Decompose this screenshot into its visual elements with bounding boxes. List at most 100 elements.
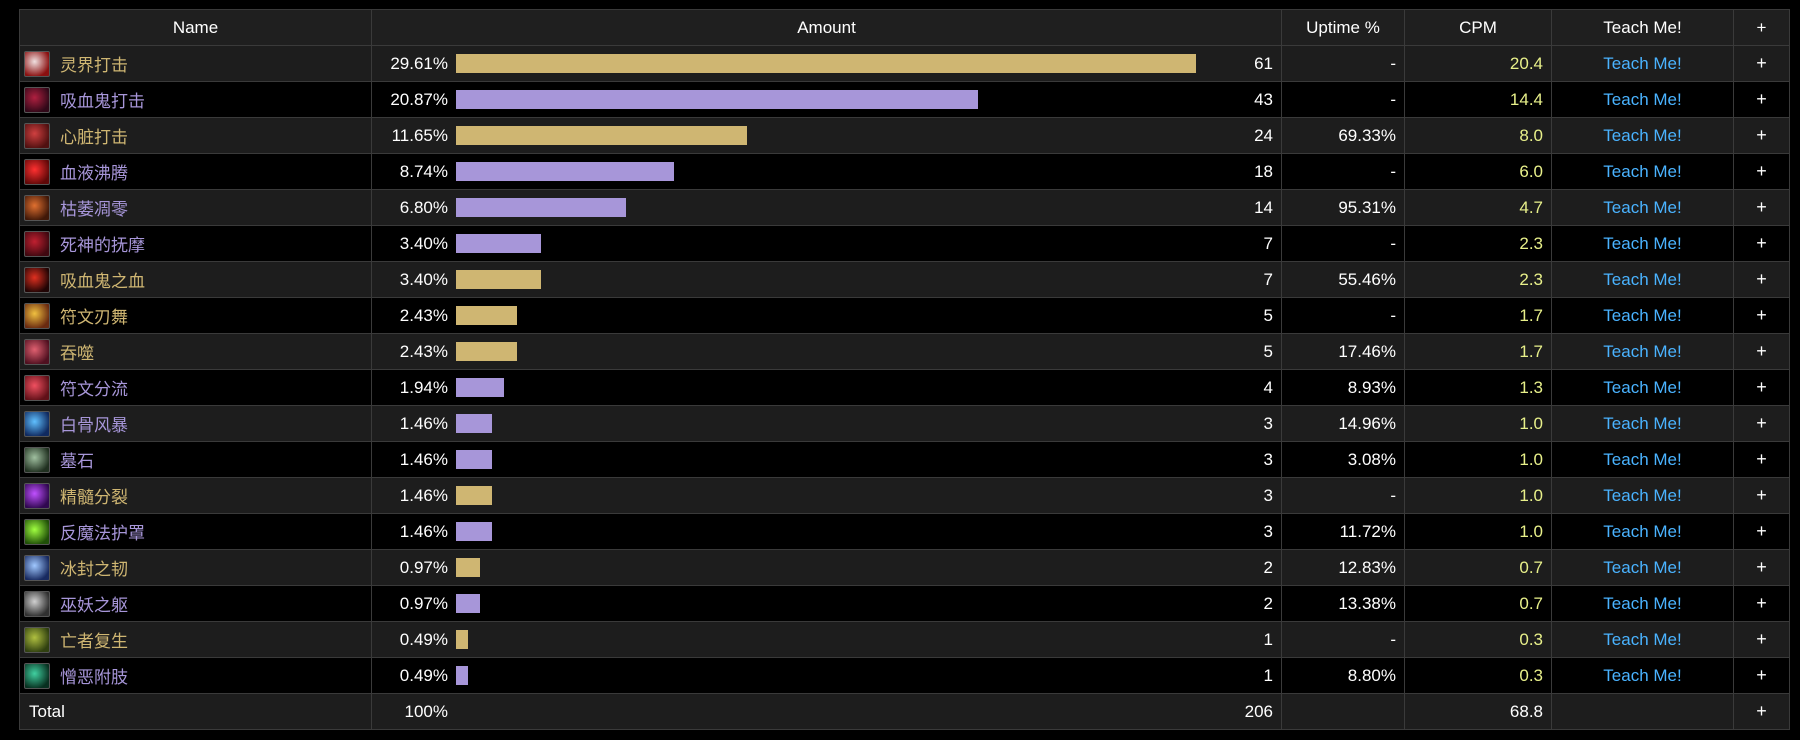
expand-row-button[interactable]: +	[1733, 441, 1790, 478]
header-cpm[interactable]: CPM	[1404, 9, 1552, 46]
header-plus[interactable]: +	[1733, 9, 1790, 46]
teach-me-link[interactable]: Teach Me!	[1551, 585, 1734, 622]
teach-me-link[interactable]: Teach Me!	[1551, 153, 1734, 190]
table-row: 吸血鬼之血 3.40% 7 55.46% 2.3 Teach Me! +	[19, 261, 1790, 298]
ability-name-link[interactable]: 巫妖之躯	[60, 596, 128, 616]
expand-row-button[interactable]: +	[1733, 405, 1790, 442]
ability-name-link[interactable]: 精髓分裂	[60, 488, 128, 508]
ability-name-cell: 墓石	[19, 441, 372, 478]
ability-name-cell: 符文分流	[19, 369, 372, 406]
expand-row-button[interactable]: +	[1733, 333, 1790, 370]
expand-row-button[interactable]: +	[1733, 297, 1790, 334]
ability-name-link[interactable]: 血液沸腾	[60, 164, 128, 184]
ability-name-link[interactable]: 符文分流	[60, 380, 128, 400]
expand-row-button[interactable]: +	[1733, 657, 1790, 694]
expand-row-button[interactable]: +	[1733, 189, 1790, 226]
amount-bar	[456, 162, 674, 181]
ability-name-link[interactable]: 吞噬	[60, 344, 94, 364]
blood-boil-icon	[24, 158, 50, 185]
ability-uptime: -	[1281, 45, 1405, 82]
ability-name-cell: 符文刃舞	[19, 297, 372, 334]
amount-count: 5	[1263, 341, 1273, 361]
total-count: 206	[1244, 701, 1273, 721]
expand-row-button[interactable]: +	[1733, 477, 1790, 514]
ability-cpm: 8.0	[1404, 117, 1552, 154]
teach-me-link[interactable]: Teach Me!	[1551, 549, 1734, 586]
total-expand-button[interactable]: +	[1733, 693, 1790, 730]
header-uptime[interactable]: Uptime %	[1281, 9, 1405, 46]
ability-name-link[interactable]: 符文刃舞	[60, 308, 128, 328]
expand-row-button[interactable]: +	[1733, 225, 1790, 262]
teach-me-link[interactable]: Teach Me!	[1551, 297, 1734, 334]
teach-me-link[interactable]: Teach Me!	[1551, 81, 1734, 118]
ability-name-link[interactable]: 憎恶附肢	[60, 668, 128, 688]
ability-name-link[interactable]: 冰封之韧	[60, 560, 128, 580]
teach-me-link[interactable]: Teach Me!	[1551, 117, 1734, 154]
amount-count: 4	[1263, 377, 1273, 397]
ability-name-link[interactable]: 枯萎凋零	[60, 200, 128, 220]
amount-percent: 1.46%	[399, 449, 448, 469]
amount-bar	[456, 342, 517, 361]
ability-uptime: -	[1281, 225, 1405, 262]
ability-uptime: 14.96%	[1281, 405, 1405, 442]
rune-tap-icon	[24, 374, 50, 401]
expand-row-button[interactable]: +	[1733, 585, 1790, 622]
header-row: Name Amount Uptime % CPM Teach Me! +	[19, 9, 1790, 46]
ability-uptime: 17.46%	[1281, 333, 1405, 370]
ability-cpm: 0.3	[1404, 657, 1552, 694]
table-row: 冰封之韧 0.97% 2 12.83% 0.7 Teach Me! +	[19, 549, 1790, 586]
ability-name-link[interactable]: 吸血鬼之血	[60, 272, 145, 292]
expand-row-button[interactable]: +	[1733, 369, 1790, 406]
teach-me-link[interactable]: Teach Me!	[1551, 261, 1734, 298]
ability-name-link[interactable]: 亡者复生	[60, 632, 128, 652]
abomination-limb-icon	[24, 662, 50, 689]
expand-row-button[interactable]: +	[1733, 549, 1790, 586]
expand-row-button[interactable]: +	[1733, 117, 1790, 154]
total-bar-track	[456, 702, 1196, 721]
bonestorm-icon	[24, 410, 50, 437]
ability-name-link[interactable]: 灵界打击	[60, 56, 128, 76]
ability-name-link[interactable]: 死神的抚摩	[60, 236, 145, 256]
teach-me-link[interactable]: Teach Me!	[1551, 45, 1734, 82]
teach-me-link[interactable]: Teach Me!	[1551, 369, 1734, 406]
amount-bar-track	[456, 558, 1196, 577]
ability-uptime: 95.31%	[1281, 189, 1405, 226]
ability-cpm: 1.7	[1404, 333, 1552, 370]
amount-bar	[456, 198, 626, 217]
teach-me-link[interactable]: Teach Me!	[1551, 513, 1734, 550]
amount-bar-track	[456, 450, 1196, 469]
ability-name-link[interactable]: 心脏打击	[60, 128, 128, 148]
header-amount[interactable]: Amount	[371, 9, 1282, 46]
teach-me-link[interactable]: Teach Me!	[1551, 225, 1734, 262]
amount-count: 1	[1263, 629, 1273, 649]
ability-name-link[interactable]: 反魔法护罩	[60, 524, 145, 544]
amount-bar	[456, 270, 541, 289]
teach-me-link[interactable]: Teach Me!	[1551, 621, 1734, 658]
expand-row-button[interactable]: +	[1733, 45, 1790, 82]
teach-me-link[interactable]: Teach Me!	[1551, 477, 1734, 514]
ability-cpm: 0.7	[1404, 585, 1552, 622]
table-row: 亡者复生 0.49% 1-0.3 Teach Me! +	[19, 621, 1790, 658]
teach-me-link[interactable]: Teach Me!	[1551, 333, 1734, 370]
expand-row-button[interactable]: +	[1733, 513, 1790, 550]
teach-me-link[interactable]: Teach Me!	[1551, 189, 1734, 226]
amount-count: 1	[1263, 665, 1273, 685]
table-row: 憎恶附肢 0.49% 1 8.80% 0.3 Teach Me! +	[19, 657, 1790, 694]
ability-uptime: 11.72%	[1281, 513, 1405, 550]
header-name[interactable]: Name	[19, 9, 372, 46]
table-row: 死神的抚摩 3.40% 7-2.3 Teach Me! +	[19, 225, 1790, 262]
teach-me-link[interactable]: Teach Me!	[1551, 657, 1734, 694]
ability-name-link[interactable]: 白骨风暴	[60, 416, 128, 436]
ability-name-cell: 吸血鬼打击	[19, 81, 372, 118]
ability-name-link[interactable]: 墓石	[60, 452, 94, 472]
ability-name-link[interactable]: 吸血鬼打击	[60, 92, 145, 112]
teach-me-link[interactable]: Teach Me!	[1551, 405, 1734, 442]
ability-amount-cell: 3.40% 7	[371, 225, 1282, 262]
amount-bar-track	[456, 666, 1196, 685]
expand-row-button[interactable]: +	[1733, 81, 1790, 118]
amount-bar	[456, 522, 492, 541]
teach-me-link[interactable]: Teach Me!	[1551, 441, 1734, 478]
expand-row-button[interactable]: +	[1733, 621, 1790, 658]
expand-row-button[interactable]: +	[1733, 261, 1790, 298]
expand-row-button[interactable]: +	[1733, 153, 1790, 190]
